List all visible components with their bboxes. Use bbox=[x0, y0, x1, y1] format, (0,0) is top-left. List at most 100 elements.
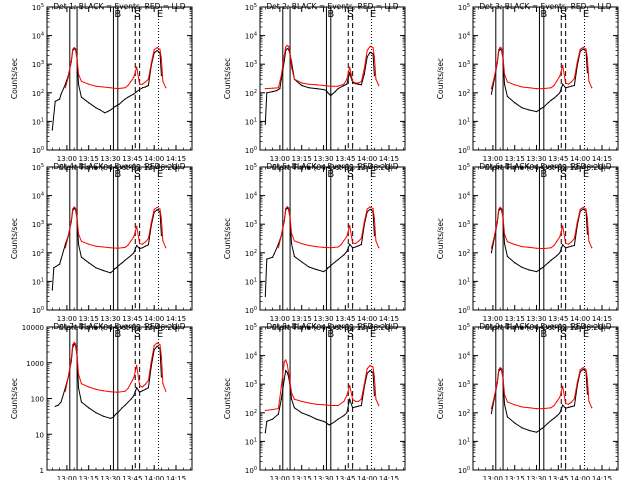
data-point-events bbox=[565, 87, 567, 89]
data-point-events bbox=[553, 257, 555, 259]
data-point-events bbox=[266, 420, 268, 423]
y-tick-label: 103 bbox=[458, 220, 470, 229]
data-point-lld bbox=[301, 242, 303, 245]
data-point-events bbox=[363, 73, 365, 75]
plot-frame bbox=[472, 6, 619, 151]
data-point-events bbox=[535, 271, 538, 273]
data-point-lld bbox=[543, 88, 545, 90]
data-point-lld bbox=[136, 364, 138, 366]
data-point-lld bbox=[141, 243, 144, 245]
data-point-lld bbox=[579, 369, 581, 371]
data-point-events bbox=[490, 93, 493, 95]
interval-letter: E bbox=[583, 9, 589, 20]
data-point-lld bbox=[378, 84, 380, 87]
data-point-lld bbox=[160, 218, 163, 220]
data-point-lld bbox=[543, 248, 545, 250]
data-point-events bbox=[277, 413, 280, 415]
data-point-lld bbox=[573, 237, 575, 240]
x-tick-label: 13:00 bbox=[483, 155, 503, 163]
data-point-events bbox=[144, 388, 147, 390]
data-point-lld bbox=[352, 80, 354, 83]
y-tick-label: 105 bbox=[458, 163, 470, 172]
data-point-lld bbox=[301, 400, 303, 403]
y-tick-label: 100 bbox=[458, 306, 470, 315]
interval-letter: B bbox=[540, 169, 547, 180]
chart-title: Det 3: BLACK = Events, RED = LLD bbox=[479, 2, 611, 11]
data-point-events bbox=[280, 78, 282, 80]
data-point-lld bbox=[375, 240, 377, 242]
data-point-lld bbox=[139, 384, 141, 387]
plot-frame bbox=[46, 6, 193, 151]
data-point-lld bbox=[567, 83, 570, 85]
data-point-lld bbox=[70, 60, 72, 62]
chart-title: Det 1: BLACK = Events, RED = LLD bbox=[53, 2, 185, 11]
data-point-lld bbox=[496, 381, 498, 383]
data-point-events bbox=[272, 91, 274, 93]
interval-letter: E bbox=[157, 9, 163, 20]
data-point-events bbox=[490, 252, 493, 254]
data-point-lld bbox=[514, 84, 516, 86]
data-point-lld bbox=[369, 206, 371, 208]
y-tick-label: 100 bbox=[458, 466, 470, 475]
x-tick-label: 13:45 bbox=[122, 475, 142, 480]
y-tick-label: 104 bbox=[245, 352, 257, 361]
data-point-lld bbox=[567, 403, 570, 405]
data-point-events bbox=[109, 109, 112, 111]
data-point-lld bbox=[133, 236, 135, 238]
data-point-lld bbox=[88, 83, 90, 85]
data-point-events bbox=[95, 412, 97, 414]
data-point-events bbox=[136, 91, 138, 93]
data-point-events bbox=[160, 376, 163, 378]
data-point-lld bbox=[156, 342, 158, 344]
data-point-events bbox=[528, 109, 530, 111]
data-point-events bbox=[567, 86, 570, 88]
chart-title: Det 8: BLACK = Events, RED = LLD bbox=[266, 322, 398, 331]
data-point-lld bbox=[490, 247, 493, 249]
interval-letter: E bbox=[583, 329, 589, 340]
data-point-lld bbox=[576, 61, 578, 63]
data-point-lld bbox=[141, 83, 144, 85]
data-point-lld bbox=[156, 206, 158, 208]
data-point-events bbox=[506, 255, 509, 257]
data-point-lld bbox=[308, 402, 310, 404]
y-tick-label: 100 bbox=[245, 146, 257, 155]
x-tick-label: 13:00 bbox=[270, 155, 290, 163]
data-point-events bbox=[337, 258, 339, 261]
x-tick-label: 13:30 bbox=[313, 315, 333, 323]
interval-letter: B bbox=[114, 329, 121, 340]
data-point-events bbox=[550, 419, 552, 422]
data-point-events bbox=[127, 96, 129, 98]
data-point-lld bbox=[591, 247, 593, 249]
data-point-events bbox=[325, 269, 328, 271]
data-point-events bbox=[360, 404, 362, 407]
data-point-lld bbox=[165, 390, 167, 392]
series-line-events bbox=[264, 47, 375, 125]
data-point-events bbox=[280, 398, 282, 400]
data-point-lld bbox=[272, 87, 274, 89]
x-tick-label: 14:00 bbox=[570, 315, 590, 323]
data-point-lld bbox=[80, 80, 83, 83]
data-point-lld bbox=[553, 404, 555, 407]
data-point-lld bbox=[591, 87, 593, 89]
data-point-lld bbox=[354, 400, 357, 403]
data-point-lld bbox=[286, 206, 288, 208]
data-point-lld bbox=[147, 379, 149, 382]
data-point-lld bbox=[330, 247, 332, 249]
data-point-lld bbox=[496, 61, 498, 63]
data-point-lld bbox=[117, 391, 119, 393]
y-tick-label: 100 bbox=[245, 466, 257, 475]
data-point-events bbox=[133, 395, 135, 397]
data-point-lld bbox=[283, 54, 285, 57]
plot-frame bbox=[259, 6, 406, 151]
x-tick-label: 13:00 bbox=[57, 155, 77, 163]
data-point-events bbox=[541, 427, 543, 429]
data-point-lld bbox=[141, 386, 144, 388]
y-tick-label: 105 bbox=[245, 323, 257, 332]
data-point-lld bbox=[378, 247, 380, 249]
data-point-events bbox=[343, 414, 345, 417]
y-axis-label: Counts/sec bbox=[223, 378, 232, 419]
data-point-lld bbox=[573, 398, 575, 400]
